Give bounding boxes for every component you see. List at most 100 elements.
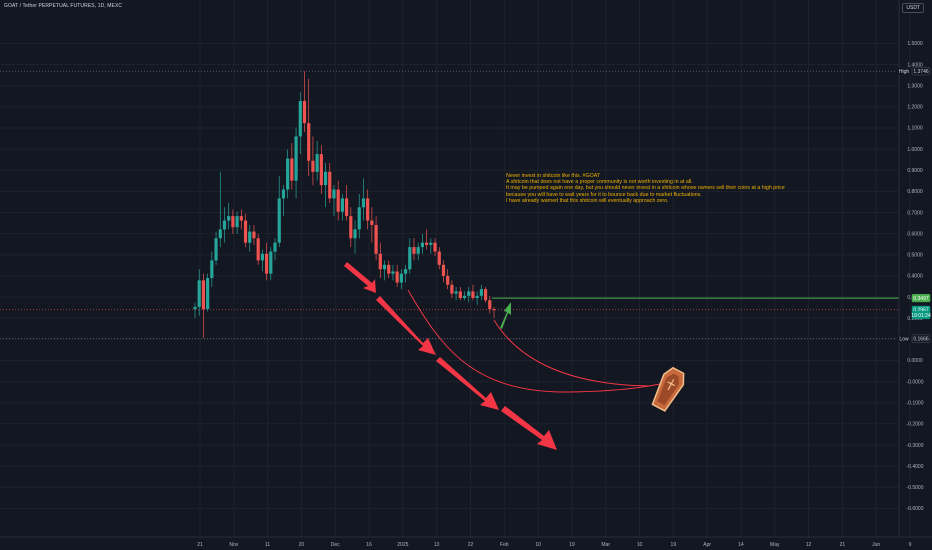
y-tick-label: 1.4000 bbox=[907, 62, 923, 68]
candle bbox=[345, 185, 349, 221]
candle bbox=[416, 242, 420, 261]
candle-body bbox=[366, 198, 370, 221]
projection-curve-2 bbox=[493, 319, 651, 387]
candle bbox=[366, 189, 370, 230]
symbol-title[interactable]: GOAT / Tether PERPETUAL FUTURES, 1D, MEX… bbox=[4, 3, 123, 9]
candle bbox=[458, 286, 462, 301]
candle-body bbox=[307, 123, 311, 161]
candle-body bbox=[227, 216, 231, 221]
candle bbox=[433, 238, 437, 256]
y-tick-label: 0.7000 bbox=[907, 210, 923, 216]
candle-body bbox=[222, 220, 227, 230]
candle bbox=[214, 231, 218, 265]
candle-body bbox=[256, 238, 260, 261]
candle-body bbox=[492, 309, 496, 311]
y-tick-label: -0.5000 bbox=[907, 485, 924, 491]
x-tick-label: Nov bbox=[229, 542, 238, 548]
candle-body bbox=[201, 280, 206, 310]
y-tick-label: 0.0000 bbox=[907, 358, 923, 364]
x-tick-label: May bbox=[770, 542, 780, 548]
x-tick-label: 14 bbox=[738, 542, 744, 548]
candle bbox=[462, 291, 467, 301]
price-label-value: 0.1666 bbox=[913, 336, 929, 342]
time-axis[interactable]: 21 Nov 11 20 Dec 16 2025 13 22 Feb 10 19 Mar 10 19 Apr 1… bbox=[0, 536, 932, 548]
candle-body bbox=[395, 271, 399, 283]
candle bbox=[382, 260, 387, 281]
candle bbox=[290, 143, 294, 190]
candle bbox=[286, 149, 290, 199]
candle bbox=[425, 229, 429, 250]
candle-body bbox=[294, 136, 298, 181]
candle bbox=[437, 247, 441, 270]
price-label-value: 19:01:24 bbox=[911, 313, 931, 319]
candle-body bbox=[315, 154, 319, 172]
candle bbox=[307, 78, 311, 177]
candle bbox=[201, 273, 206, 338]
x-tick-label: Apr bbox=[703, 542, 711, 548]
y-tick-label: -0.2000 bbox=[907, 422, 924, 428]
down-arrow-1 bbox=[344, 262, 376, 293]
candle-body bbox=[370, 220, 374, 225]
candle bbox=[210, 251, 214, 287]
candle-body bbox=[361, 198, 366, 208]
candle-body bbox=[387, 264, 391, 274]
x-tick-label: 19 bbox=[671, 542, 677, 548]
candle bbox=[395, 264, 399, 287]
annotation-line: I have already warned that this shitcoin… bbox=[506, 197, 669, 204]
price-label-tag: Low bbox=[899, 336, 909, 342]
candle-body bbox=[290, 158, 294, 181]
candle bbox=[197, 269, 201, 316]
annotation-text: Never invest in shitcoin like this. #GOA… bbox=[506, 173, 785, 204]
chart-grid bbox=[0, 0, 911, 537]
candle bbox=[264, 242, 269, 281]
candle bbox=[357, 193, 361, 239]
up-arrow bbox=[500, 302, 511, 329]
y-tick-label: -0.6000 bbox=[907, 506, 924, 512]
candle-body bbox=[277, 198, 281, 243]
candle bbox=[488, 295, 492, 314]
candle-body bbox=[323, 171, 328, 186]
price-label-tag: High bbox=[899, 69, 910, 75]
candle bbox=[193, 302, 197, 318]
x-tick-label: Mar bbox=[601, 542, 610, 548]
candle-body bbox=[408, 247, 412, 270]
candle bbox=[412, 238, 416, 261]
y-tick-label: 1.3000 bbox=[907, 83, 923, 89]
candle bbox=[298, 92, 302, 155]
candle bbox=[353, 220, 357, 254]
candle-body bbox=[382, 264, 387, 270]
candle-body bbox=[302, 100, 307, 124]
candle-body bbox=[479, 289, 483, 296]
y-tick-label: 0.6000 bbox=[907, 231, 923, 237]
price-label-box bbox=[911, 67, 931, 76]
down-arrow-2 bbox=[376, 296, 436, 355]
candle bbox=[441, 260, 446, 283]
candle-body bbox=[328, 171, 332, 199]
y-tick-label: -0.0000 bbox=[907, 379, 924, 385]
candle bbox=[408, 238, 412, 274]
candle bbox=[340, 193, 344, 221]
x-tick-label: 16 bbox=[366, 542, 372, 548]
currency-button[interactable]: USDT bbox=[902, 3, 924, 13]
price-axis[interactable]: 1.5000 1.4000 1.3000 1.2000 1.1000 1.0000 0.90… bbox=[898, 0, 924, 537]
candle-body bbox=[264, 253, 269, 274]
candle-body bbox=[340, 198, 344, 212]
candle-body bbox=[248, 231, 252, 243]
y-tick-label: 1.5000 bbox=[907, 41, 923, 47]
candle-body bbox=[332, 189, 336, 199]
candle-body bbox=[458, 291, 462, 299]
candle bbox=[243, 213, 248, 248]
candle bbox=[235, 211, 239, 234]
candle bbox=[429, 238, 433, 254]
candle-body bbox=[416, 247, 420, 254]
x-tick-label: 19 bbox=[569, 542, 575, 548]
candle-body bbox=[420, 242, 425, 248]
price-label-box bbox=[911, 334, 931, 343]
y-tick-label: 0.5000 bbox=[907, 253, 923, 259]
candle-body bbox=[441, 264, 446, 276]
candle-body bbox=[210, 260, 214, 279]
down-arrow-4 bbox=[501, 406, 557, 450]
candle-body bbox=[450, 284, 454, 294]
